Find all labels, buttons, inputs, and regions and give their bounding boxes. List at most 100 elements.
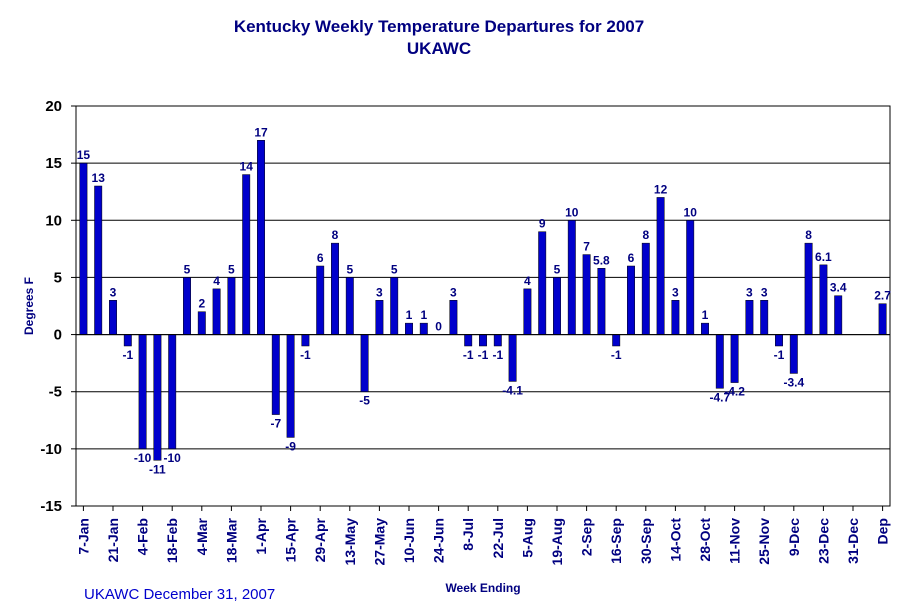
x-axis-ticks: 7-Jan 21-Jan 4-Feb 18-Feb 4-Mar 18-Mar 1-Apr 15…	[75, 506, 891, 566]
bar	[405, 322, 413, 335]
bar	[479, 334, 487, 347]
bar	[804, 242, 813, 335]
bar	[138, 334, 147, 450]
x-tick-label: 11-Nov	[727, 518, 743, 564]
bar	[582, 254, 591, 335]
x-tick-label: 24-Jun	[431, 518, 447, 563]
bars	[79, 140, 887, 461]
x-tick-label: 16-Sep	[608, 518, 624, 564]
bar	[345, 277, 354, 335]
y-axis-label: Degrees F	[22, 277, 36, 335]
data-label: 8	[332, 228, 339, 242]
y-tick-label: 0	[54, 327, 62, 344]
data-label: 5	[346, 262, 353, 276]
bar	[493, 334, 502, 347]
bar	[878, 303, 887, 335]
bar	[286, 334, 295, 438]
bar	[419, 322, 428, 335]
x-tick-label: 4-Mar	[194, 517, 210, 555]
data-label: 3.4	[830, 281, 847, 295]
data-label: -4.1	[502, 383, 523, 397]
data-label: -10	[134, 451, 152, 465]
data-label: -4.7	[709, 390, 730, 404]
y-tick-label: 15	[45, 155, 62, 172]
bar	[760, 300, 769, 335]
data-label: 5	[554, 262, 561, 276]
data-label: 3	[746, 285, 753, 299]
bar	[553, 277, 561, 335]
x-tick-label: 8-Jul	[460, 518, 476, 551]
data-label: 5	[228, 262, 235, 276]
x-tick-label: 15-Apr	[283, 517, 299, 562]
bar	[197, 311, 206, 335]
data-label: 3	[761, 285, 768, 299]
bar	[789, 334, 798, 374]
x-tick-label: 4-Feb	[135, 518, 151, 555]
bar	[745, 300, 754, 335]
bar	[671, 300, 680, 335]
data-label: 4	[524, 274, 531, 288]
data-label: -9	[285, 439, 296, 453]
bar	[449, 300, 458, 335]
data-label: 7	[583, 240, 590, 254]
bar	[153, 334, 162, 461]
y-tick-label: 10	[45, 212, 62, 229]
bar	[227, 277, 236, 335]
bar	[597, 268, 606, 335]
data-label: -3.4	[783, 375, 804, 389]
data-label: 14	[240, 160, 254, 174]
x-tick-label: 2-Sep	[579, 518, 595, 556]
x-tick-label: Dep	[875, 518, 891, 544]
x-tick-label: 27-May	[371, 518, 387, 566]
data-label: 3	[672, 285, 679, 299]
data-label: -1	[774, 348, 785, 362]
bar	[109, 300, 117, 335]
bar	[730, 334, 739, 383]
x-tick-label: 19-Aug	[549, 518, 565, 565]
bar	[123, 334, 132, 347]
bar	[627, 265, 635, 335]
data-label: -1	[122, 348, 133, 362]
y-tick-label: -5	[49, 384, 62, 401]
data-label: 8	[642, 228, 649, 242]
bar	[183, 277, 191, 335]
x-tick-label: 7-Jan	[75, 518, 91, 555]
bar	[834, 295, 843, 335]
data-label: 4	[213, 274, 220, 288]
bar	[641, 242, 650, 335]
data-label: -5	[359, 394, 370, 408]
data-label: 1	[420, 308, 427, 322]
data-label: 2	[198, 297, 205, 311]
bar	[775, 334, 783, 347]
y-tick-label: -10	[40, 441, 62, 458]
data-label: -4.2	[724, 385, 745, 399]
bar	[301, 334, 310, 347]
data-label: 1	[702, 308, 709, 322]
x-tick-label: 1-Apr	[253, 517, 269, 554]
data-label: 6	[317, 251, 324, 265]
bar	[360, 334, 369, 392]
data-label: 1	[406, 308, 413, 322]
data-label: 2.7	[874, 289, 891, 303]
data-label: 13	[92, 171, 106, 185]
data-label: 10	[565, 205, 579, 219]
bar	[375, 300, 384, 335]
x-axis-label: Week Ending	[445, 581, 520, 595]
bar	[538, 231, 547, 335]
x-tick-label: 10-Jun	[401, 518, 417, 563]
x-tick-label: 30-Sep	[638, 518, 654, 564]
x-tick-label: 29-Apr	[312, 517, 328, 562]
bar	[656, 197, 665, 335]
data-label: 3	[450, 285, 457, 299]
x-tick-label: 31-Dec	[845, 518, 861, 564]
bar	[257, 140, 265, 335]
y-tick-label: -15	[40, 498, 62, 515]
x-tick-label: 28-Oct	[697, 518, 713, 562]
data-label: 5.8	[593, 253, 610, 267]
data-label: -1	[300, 348, 311, 362]
data-label: 5	[391, 262, 398, 276]
data-label: 12	[654, 182, 668, 196]
bar	[686, 220, 695, 335]
data-label: 3	[110, 285, 117, 299]
